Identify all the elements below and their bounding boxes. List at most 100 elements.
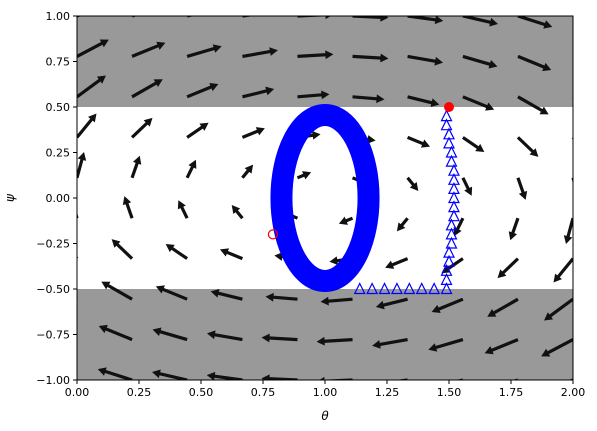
x-tick-label: 0.25 xyxy=(127,386,152,399)
triangle-marker xyxy=(447,209,460,222)
field-arrow-shaft xyxy=(212,332,243,342)
field-arrow-shaft xyxy=(407,54,438,64)
triangle-marker xyxy=(447,172,460,185)
field-arrow xyxy=(297,16,331,20)
field-arrow-shaft xyxy=(160,287,188,301)
triangle-marker xyxy=(447,163,460,176)
field-arrow xyxy=(206,371,243,380)
field-arrow-head xyxy=(420,139,431,148)
triangle-marker xyxy=(403,282,416,295)
field-arrow-shaft xyxy=(500,257,520,276)
trajectory-ellipse-band xyxy=(270,104,380,292)
triangle-marker xyxy=(390,282,403,295)
axes: 0.00 0.25 0.50 0.75 1.00 1.25 1.50 1.75 2.00 −1.0… xyxy=(36,10,585,399)
field-arrow-shaft xyxy=(242,49,273,58)
field-arrow-shaft xyxy=(455,217,465,232)
field-arrow-shaft xyxy=(390,257,409,267)
field-arrow-head xyxy=(372,340,381,349)
field-arrow-shaft xyxy=(124,201,134,219)
field-arrow-shaft xyxy=(517,54,547,70)
field-arrow xyxy=(242,86,275,99)
field-arrow-head xyxy=(484,346,494,355)
field-arrow xyxy=(231,205,244,220)
field-arrow-shaft xyxy=(510,217,520,236)
field-arrow xyxy=(77,113,97,139)
forbidden-region-bottom xyxy=(77,289,573,380)
triangle-marker xyxy=(440,118,453,131)
triangle-marker xyxy=(378,282,391,295)
field-arrow xyxy=(462,16,498,27)
field-arrow-head xyxy=(143,117,153,127)
field-arrow-shaft xyxy=(186,124,205,139)
field-arrow-head xyxy=(325,16,331,20)
field-arrow xyxy=(372,338,408,349)
field-arrow xyxy=(131,79,163,99)
field-arrow xyxy=(516,136,539,157)
field-arrow-shaft xyxy=(377,338,408,347)
y-tick-label: −0.50 xyxy=(36,283,70,296)
x-tick-label: 0.00 xyxy=(65,386,90,399)
vector-field xyxy=(77,16,573,380)
field-arrow xyxy=(97,367,133,380)
field-arrow-head xyxy=(497,269,507,279)
y-tick-label: −0.25 xyxy=(36,238,70,251)
y-tick-label: −1.00 xyxy=(36,374,70,387)
field-arrow-shaft xyxy=(186,46,217,58)
field-arrow-shaft xyxy=(461,136,481,150)
field-arrow-head xyxy=(101,281,111,290)
field-arrow-head xyxy=(543,20,553,29)
field-arrow xyxy=(544,297,573,321)
field-arrow-shaft xyxy=(516,177,526,195)
x-tick-label: 1.75 xyxy=(499,386,524,399)
field-arrow-head xyxy=(209,82,219,92)
field-arrow-shaft xyxy=(556,257,573,279)
field-arrow-shaft xyxy=(77,157,84,179)
field-arrow-head xyxy=(97,367,107,376)
triangle-marker xyxy=(440,282,453,295)
field-arrow-head xyxy=(385,260,395,269)
field-arrow xyxy=(461,136,485,153)
field-arrow xyxy=(406,135,431,148)
field-arrow-head xyxy=(206,330,216,340)
triangle-marker xyxy=(440,109,453,122)
field-arrow xyxy=(130,117,153,139)
field-arrow xyxy=(219,248,244,261)
x-tick-label: 0.50 xyxy=(189,386,214,399)
field-arrow-head xyxy=(487,308,497,317)
field-arrow xyxy=(297,90,330,100)
field-arrow xyxy=(517,95,549,115)
field-arrow xyxy=(541,338,573,357)
field-arrow xyxy=(261,333,298,343)
field-arrow xyxy=(242,47,278,58)
field-arrow-shaft xyxy=(462,16,493,25)
field-arrow-head xyxy=(475,143,485,153)
field-arrow xyxy=(111,239,134,260)
field-arrow-shaft xyxy=(462,95,490,109)
field-arrow-shaft xyxy=(114,242,134,260)
field-arrow xyxy=(484,338,519,355)
field-arrow-shaft xyxy=(381,297,408,308)
end-point-marker xyxy=(267,229,279,240)
field-arrow-head xyxy=(206,371,216,380)
field-arrow-head xyxy=(380,53,389,63)
x-axis-label: θ xyxy=(321,409,329,423)
field-arrow xyxy=(265,292,298,302)
field-arrow-head xyxy=(489,17,498,27)
field-arrow-shaft xyxy=(407,95,434,105)
triangle-marker xyxy=(428,282,441,295)
field-arrow-head xyxy=(485,102,495,111)
field-arrow-head xyxy=(376,94,385,104)
field-arrow-head xyxy=(153,79,163,88)
field-arrow xyxy=(461,177,473,196)
field-arrow-shaft xyxy=(433,338,464,350)
field-arrow-head xyxy=(508,231,518,241)
field-arrow xyxy=(210,289,243,301)
field-arrow-head xyxy=(132,155,142,165)
field-arrow-head xyxy=(431,304,441,314)
field-arrow-head xyxy=(219,248,230,257)
triangle-marker xyxy=(443,136,455,149)
field-arrow xyxy=(553,257,573,283)
field-arrow xyxy=(508,217,520,241)
field-arrow xyxy=(77,151,87,179)
field-arrow-head xyxy=(539,106,549,115)
